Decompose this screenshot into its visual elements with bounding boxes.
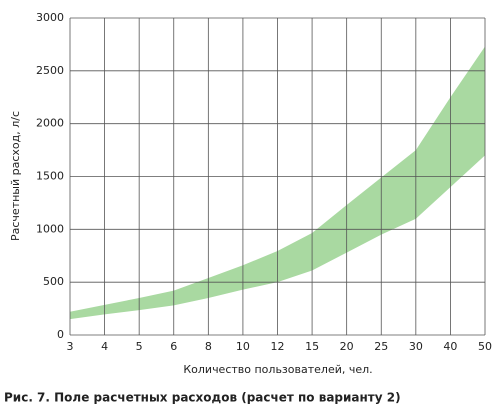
x-tick-label: 12 <box>271 340 285 353</box>
y-tick-label: 1500 <box>36 170 64 183</box>
y-tick-label: 3000 <box>36 11 64 24</box>
y-tick-label: 0 <box>57 328 64 341</box>
y-tick-label: 2500 <box>36 64 64 77</box>
x-tick-label: 6 <box>170 340 177 353</box>
x-tick-label: 50 <box>478 340 492 353</box>
x-axis-label: Количество пользователей, чел. <box>183 363 372 376</box>
caption: Рис. 7. Поле расчетных расходов (расчет … <box>4 391 401 405</box>
y-tick-label: 1000 <box>36 222 64 235</box>
x-tick-label: 15 <box>305 340 319 353</box>
x-tick-label: 10 <box>236 340 250 353</box>
x-tick-label: 40 <box>443 340 457 353</box>
y-tick-label: 500 <box>43 275 64 288</box>
y-axis-label: Расчетный расход, л/с <box>9 111 22 241</box>
x-tick-label: 8 <box>205 340 212 353</box>
x-tick-label: 4 <box>101 340 108 353</box>
x-tick-label: 30 <box>409 340 423 353</box>
x-tick-label: 20 <box>340 340 354 353</box>
x-tick-label: 5 <box>136 340 143 353</box>
x-tick-label: 25 <box>374 340 388 353</box>
x-tick-label: 3 <box>67 340 74 353</box>
y-tick-label: 2000 <box>36 117 64 130</box>
